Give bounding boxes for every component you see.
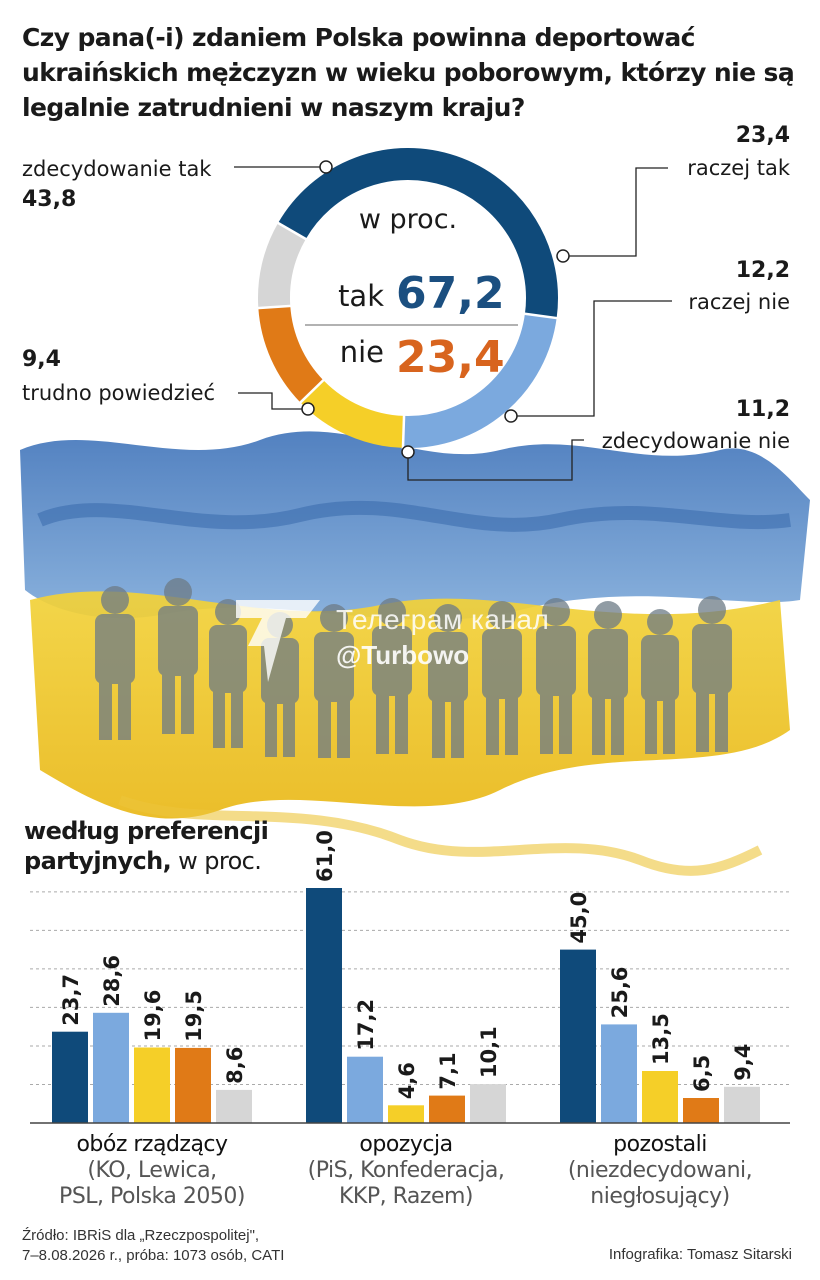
yes-label: tak	[338, 279, 384, 313]
label-raczej-tak: raczej tak	[687, 156, 791, 180]
group-name: opozycja	[359, 1132, 453, 1157]
group-name: obóz rządzący	[76, 1132, 228, 1157]
bar-value-label: 9,4	[731, 1044, 755, 1081]
group-sub2: PSL, Polska 2050)	[59, 1184, 245, 1209]
bar-value-label: 10,1	[477, 1026, 501, 1078]
bar-2-0	[560, 949, 596, 1123]
group-sub2: KKP, Razem)	[339, 1184, 474, 1209]
donut-slice-4	[258, 223, 307, 309]
bar-0-0	[52, 1031, 88, 1123]
bar-1-4	[470, 1084, 506, 1123]
no-label: nie	[340, 335, 384, 369]
group-sub2: niegłosujący)	[590, 1184, 730, 1209]
bar-value-label: 19,6	[141, 990, 165, 1042]
bar-value-label: 4,6	[395, 1062, 419, 1099]
bar-chart	[52, 888, 760, 1123]
bar-value-label: 61,0	[313, 830, 337, 882]
bar-value-label: 17,2	[354, 999, 378, 1051]
group-sub1: (KO, Lewica,	[87, 1158, 217, 1183]
bar-value-label: 7,1	[436, 1052, 460, 1089]
bar-value-label: 25,6	[608, 967, 632, 1019]
donut-separator	[298, 378, 325, 405]
value-zdecydowanie-tak: 43,8	[22, 187, 76, 212]
value-zdecydowanie-nie: 11,2	[736, 397, 790, 422]
bar-2-3	[683, 1098, 719, 1123]
label-raczej-nie: raczej nie	[688, 290, 790, 314]
donut-separator	[401, 414, 406, 449]
bar-chart-title-bold: według preferencji partyjnych,	[24, 817, 269, 875]
donut-separator	[276, 221, 308, 241]
page-title: Czy pana(-i) zdaniem Polska powinna depo…	[22, 23, 795, 122]
donut-separator	[523, 312, 558, 320]
bar-value-label: 28,6	[100, 955, 124, 1007]
bar-value-label: 19,5	[182, 990, 206, 1042]
source-line2: 7–8.08.2026 r., próba: 1073 osób, CATI	[22, 1247, 285, 1264]
label-zdecydowanie-tak: zdecydowanie tak	[22, 157, 212, 181]
source-line1: Źródło: IBRiS dla „Rzeczpospolitej",	[22, 1227, 260, 1244]
bar-2-1	[601, 1024, 637, 1123]
men-silhouettes	[95, 578, 732, 758]
bar-value-label: 6,5	[690, 1055, 714, 1092]
group-sub1: (niezdecydowani,	[567, 1158, 753, 1183]
watermark: Телеграм канал @Turbowo	[228, 596, 608, 686]
donut-unit-label: w proc.	[359, 204, 457, 235]
watermark-line2: @Turbowo	[336, 640, 470, 670]
bar-2-2	[642, 1071, 678, 1123]
bar-value-label: 8,6	[223, 1047, 247, 1084]
bar-1-2	[388, 1105, 424, 1123]
no-value: 23,4	[396, 332, 505, 383]
label-zdecydowanie-nie: zdecydowanie nie	[602, 429, 790, 453]
bar-1-0	[306, 888, 342, 1123]
group-sub1: (PiS, Konfederacja,	[307, 1158, 505, 1183]
bar-1-1	[347, 1056, 383, 1123]
donut-callouts	[234, 166, 672, 481]
credit-note: Infografika: Tomasz Sitarski	[608, 1246, 792, 1263]
lightning-icon	[236, 600, 320, 682]
bar-0-3	[175, 1047, 211, 1123]
bar-0-4	[216, 1089, 252, 1123]
label-trudno-powiedziec: trudno powiedzieć	[22, 381, 215, 405]
bar-value-label: 45,0	[567, 892, 591, 944]
donut-slice-3	[258, 305, 324, 403]
value-raczej-tak: 23,4	[736, 123, 790, 148]
bar-1-3	[429, 1095, 465, 1123]
value-trudno-powiedziec: 9,4	[22, 347, 61, 372]
donut-separator	[257, 304, 292, 310]
bar-0-1	[93, 1012, 129, 1123]
group-name: pozostali	[613, 1132, 707, 1157]
donut-slice-1	[402, 313, 557, 448]
source-note: Źródło: IBRiS dla „Rzeczpospolitej", 7–8…	[22, 1226, 284, 1266]
bar-value-labels: 23,7 28,6 19,6 19,5 8,6 61,0 17,2 4,6 7,1 10,1 45,…	[59, 830, 755, 1099]
bar-2-4	[724, 1086, 760, 1123]
bar-value-label: 13,5	[649, 1013, 673, 1065]
yes-value: 67,2	[396, 268, 505, 319]
bar-value-label: 23,7	[59, 974, 83, 1026]
watermark-line1: Телеграм канал	[336, 604, 550, 635]
donut-slice-2	[300, 379, 405, 448]
donut-chart	[257, 148, 558, 449]
bar-0-2	[134, 1047, 170, 1123]
donut-slice-0	[278, 148, 558, 319]
flag-illustration	[20, 431, 810, 876]
donut-callout-dots	[301, 160, 570, 459]
donut-center: w proc. tak 67,2 nie 23,4	[305, 204, 518, 383]
value-raczej-nie: 12,2	[736, 258, 790, 283]
bar-chart-title: według preferencji partyjnych, w proc.	[24, 816, 294, 876]
group-label-oboz-rzadzacy: obóz rządzący (KO, Lewica, PSL, Polska 2…	[22, 1132, 282, 1210]
group-label-opozycja: opozycja (PiS, Konfederacja, KKP, Razem)	[276, 1132, 536, 1210]
group-label-pozostali: pozostali (niezdecydowani, niegłosujący)	[530, 1132, 790, 1210]
bar-chart-unit: w proc.	[178, 847, 262, 875]
